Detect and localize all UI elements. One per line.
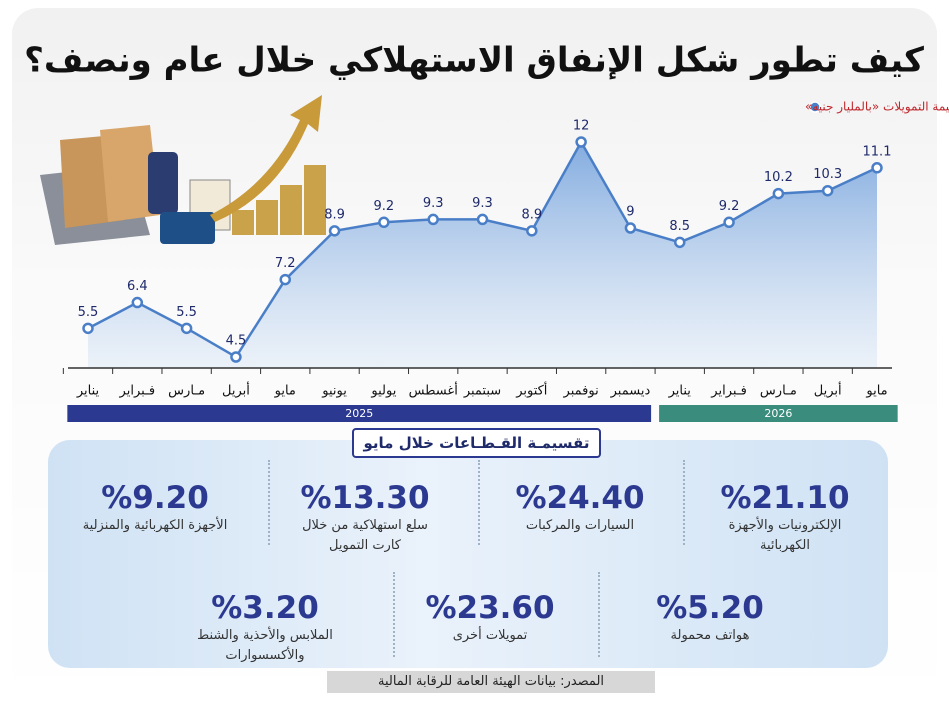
sector-item: %21.10 الإلكترونيات والأجهزة الكهربائية [685,480,885,556]
data-label: 9.2 [719,199,740,214]
x-tick-label: نوفمبر [563,384,599,399]
data-point [230,351,242,363]
data-point [131,296,144,309]
data-point [328,225,341,237]
data-point [674,236,686,249]
x-tick-label: مـارس [760,384,797,399]
sector-label: تمويلات أخرى [452,628,528,643]
data-label: 4.5 [226,334,247,349]
chart: كيف تطور شكل الإنفاق الاستهلاكي خلال عام… [24,41,949,422]
x-tick-label: أبريل [814,382,842,399]
x-tick-label: فـبراير [119,384,156,399]
breakdown-title: تقسيمـة القـطـاعات خلال مايو [352,428,601,458]
sector-item: %24.40 السيارات والمركبات [480,480,680,536]
data-point [723,216,735,229]
sector-item: %13.30 سلع استهلاكية من خلال كارت التمويل [265,480,465,556]
data-label: 8.9 [521,207,542,222]
x-tick-label: مايو [865,384,887,399]
data-label: 9.3 [472,196,493,211]
sector-label: الأجهزة الكهربائية والمنزلية [82,518,228,533]
x-tick-label: يناير [668,384,692,399]
data-point [279,273,291,286]
sector-item: %9.20 الأجهزة الكهربائية والمنزلية [55,480,255,536]
sector-value: %24.40 [515,480,645,516]
x-tick-label: سبتمبر [463,384,501,399]
data-point [772,187,785,200]
data-label: 6.4 [127,279,148,294]
separator [268,460,270,545]
sector-item: %3.20 الملابس والأحذية والشنط والأكسسوارا… [165,590,365,666]
data-label: 9 [626,205,634,220]
data-label: 10.3 [813,167,842,182]
x-tick-label: أغسطس [409,382,458,399]
data-point [180,322,193,335]
x-tick-label: فـبراير [710,384,747,399]
sector-label: الإلكترونيات والأجهزة الكهربائية [728,518,842,553]
data-point [526,225,538,237]
year-bar [67,405,652,422]
separator [598,572,600,657]
year-bar [659,405,898,422]
data-point [427,213,439,226]
year-label: 2026 [764,407,792,420]
sector-label: الملابس والأحذية والشنط والأكسسوارات [197,628,333,663]
x-tick-label: مـارس [168,384,205,399]
separator [478,460,480,545]
data-label: 9.2 [374,199,395,214]
source: المصدر: بيانات الهيئة العامة للرقابة الم… [327,671,655,693]
sector-item: %23.60 تمويلات أخرى [390,590,590,646]
data-point [82,322,94,335]
x-tick-label: مايو [274,384,296,399]
area-fill [88,142,877,368]
x-tick-label: ديسمبر [610,384,651,399]
sector-value: %3.20 [211,590,319,626]
legend-label: قيمة التمويلات «بالمليار جنيه» [805,100,949,115]
sector-value: %13.30 [300,480,430,516]
sector-value: %5.20 [656,590,764,626]
breakdown-panel [48,440,888,668]
sector-label: السيارات والمركبات [525,518,635,533]
data-point [821,184,834,197]
x-tick-label: أبريل [222,382,250,399]
sector-value: %9.20 [101,480,209,516]
x-tick-label: أكتوبر [515,382,547,399]
year-label: 2025 [345,407,373,420]
data-point [575,136,587,148]
data-label: 8.5 [669,219,690,234]
sector-label: سلع استهلاكية من خلال كارت التمويل [302,518,428,553]
separator [683,460,685,545]
separator [393,572,395,657]
data-point [624,222,637,234]
x-tick-label: يوليو [370,384,396,399]
data-point [378,216,390,229]
data-point [871,162,883,174]
illustration [40,95,326,245]
data-label: 8.9 [324,207,345,222]
legend-marker [809,101,821,113]
data-label: 5.5 [176,305,197,320]
chart-title: كيف تطور شكل الإنفاق الاستهلاكي خلال عام… [24,41,924,81]
data-label: 5.5 [78,305,99,320]
sector-item: %5.20 هواتف محمولة [610,590,810,646]
sector-value: %23.60 [425,590,555,626]
data-label: 11.1 [863,144,892,159]
data-label: 7.2 [275,256,296,271]
data-label: 12 [573,119,590,134]
sector-label: هواتف محمولة [670,628,750,643]
data-label: 10.2 [764,170,793,185]
sector-value: %21.10 [720,480,850,516]
data-label: 9.3 [423,196,444,211]
x-tick-label: يناير [76,384,100,399]
x-tick-label: يونيو [321,384,347,399]
data-point [476,213,489,226]
